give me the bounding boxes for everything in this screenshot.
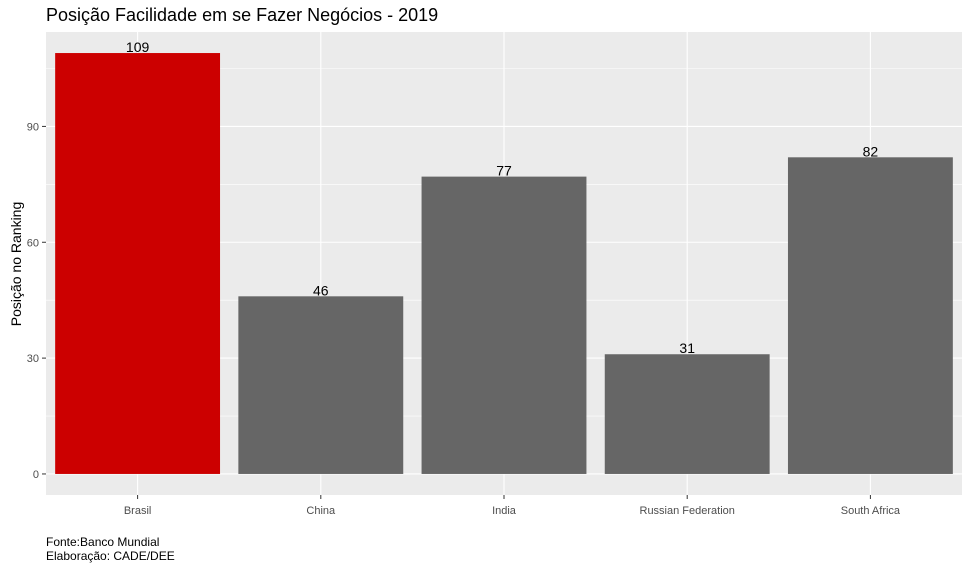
data-label: 109 [126,39,150,55]
source-note: Fonte:Banco Mundial [46,535,160,549]
bar-china [238,296,404,474]
x-tick-label: China [306,505,336,517]
data-label: 31 [679,340,695,356]
data-label: 77 [496,163,512,179]
x-tick-label: South Africa [841,505,901,517]
x-tick-label: Brasil [124,505,152,517]
y-tick-label: 30 [27,353,39,365]
bar-south-africa [787,157,953,474]
credit-note: Elaboração: CADE/DEE [46,549,175,563]
caption: Fonte:Banco Mundial Elaboração: CADE/DEE [46,535,175,563]
bar-brasil [55,53,221,474]
x-tick-label: India [492,505,517,517]
bar-russian-federation [604,354,770,474]
data-label: 46 [313,282,329,298]
y-tick-label: 60 [27,237,39,249]
chart-title: Posição Facilidade em se Fazer Negócios … [46,5,439,25]
bar-india [421,176,587,474]
y-tick-label: 0 [33,469,39,481]
x-tick-label: Russian Federation [640,505,735,517]
data-label: 82 [863,143,879,159]
y-tick-label: 90 [27,121,39,133]
